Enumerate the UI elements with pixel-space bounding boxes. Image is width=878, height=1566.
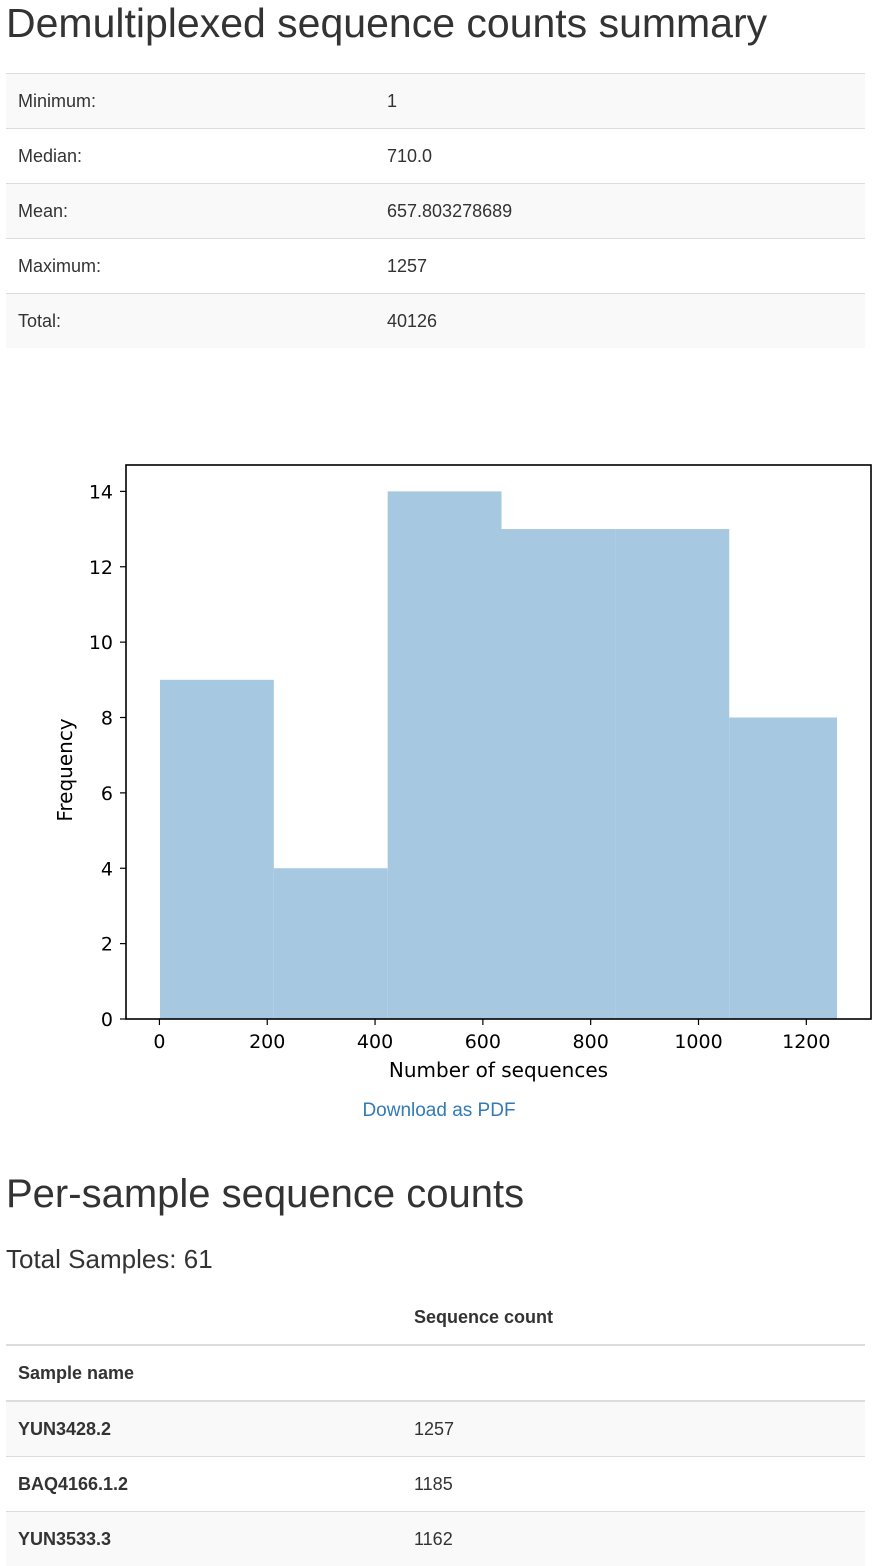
stats-value: 657.803278689 (375, 184, 865, 239)
sample-name-cell: YUN3428.2 (6, 1401, 402, 1457)
y-tick-label: 2 (101, 934, 113, 956)
histogram-bar (615, 529, 729, 1019)
y-tick-label: 8 (101, 708, 113, 730)
sequence-count-cell: 1185 (402, 1457, 865, 1512)
sequence-count-header: Sequence count (402, 1290, 865, 1345)
stats-label: Median: (6, 129, 375, 184)
index-header-row: Sample name (6, 1345, 865, 1401)
histogram-bar (160, 680, 274, 1019)
stats-label: Minimum: (6, 74, 375, 129)
column-header-row: Sequence count (6, 1290, 865, 1345)
stats-label: Total: (6, 294, 375, 349)
stats-row-maximum: Maximum: 1257 (6, 239, 865, 294)
y-tick-label: 10 (89, 632, 113, 654)
y-tick-label: 14 (89, 481, 113, 503)
stats-row-median: Median: 710.0 (6, 129, 865, 184)
x-tick-label: 200 (249, 1031, 285, 1053)
y-tick-label: 6 (101, 783, 113, 805)
sample-name-cell: YUN3533.3 (6, 1512, 402, 1566)
sequence-count-cell: 1257 (402, 1401, 865, 1457)
y-tick-label: 0 (101, 1009, 113, 1031)
table-row: YUN3533.3 1162 (6, 1512, 865, 1566)
blank-header-cell (6, 1290, 402, 1345)
per-sample-table: Sequence count Sample name YUN3428.2 125… (6, 1290, 865, 1566)
sequence-count-cell: 1162 (402, 1512, 865, 1566)
table-row: BAQ4166.1.2 1185 (6, 1457, 865, 1512)
x-tick-label: 400 (357, 1031, 393, 1053)
x-tick-label: 1200 (782, 1031, 830, 1053)
sample-name-cell: BAQ4166.1.2 (6, 1457, 402, 1512)
table-row: YUN3428.2 1257 (6, 1401, 865, 1457)
summary-title: Demultiplexed sequence counts summary (6, 0, 767, 46)
x-tick-label: 600 (465, 1031, 501, 1053)
stats-value: 1257 (375, 239, 865, 294)
histogram-bar (729, 718, 837, 1019)
download-pdf-link[interactable]: Download as PDF (0, 1100, 878, 1122)
stats-row-minimum: Minimum: 1 (6, 74, 865, 129)
x-tick-label: 0 (153, 1031, 165, 1053)
y-tick-label: 12 (89, 557, 113, 579)
y-tick-label: 4 (101, 858, 113, 880)
stats-row-total: Total: 40126 (6, 294, 865, 349)
x-tick-label: 1000 (674, 1031, 722, 1053)
histogram-bar (388, 491, 502, 1019)
stats-label: Maximum: (6, 239, 375, 294)
stats-value: 1 (375, 74, 865, 129)
sequence-count-histogram: 0 200 400 600 800 1000 1200 0 2 4 6 8 10 12 14 Number o… (0, 440, 878, 1090)
total-samples-label: Total Samples: 61 (6, 1243, 213, 1275)
histogram-bar (274, 868, 388, 1019)
blank-header-cell (402, 1345, 865, 1401)
histogram-bar (502, 529, 616, 1019)
x-tick-label: 800 (573, 1031, 609, 1053)
sample-name-header: Sample name (6, 1345, 402, 1401)
y-axis-label: Frequency (53, 718, 77, 821)
x-axis-label: Number of sequences (389, 1058, 608, 1082)
stats-label: Mean: (6, 184, 375, 239)
stats-row-mean: Mean: 657.803278689 (6, 184, 865, 239)
summary-stats-table: Minimum: 1 Median: 710.0 Mean: 657.80327… (6, 73, 865, 348)
stats-value: 710.0 (375, 129, 865, 184)
per-sample-title: Per-sample sequence counts (6, 1172, 524, 1216)
stats-value: 40126 (375, 294, 865, 349)
